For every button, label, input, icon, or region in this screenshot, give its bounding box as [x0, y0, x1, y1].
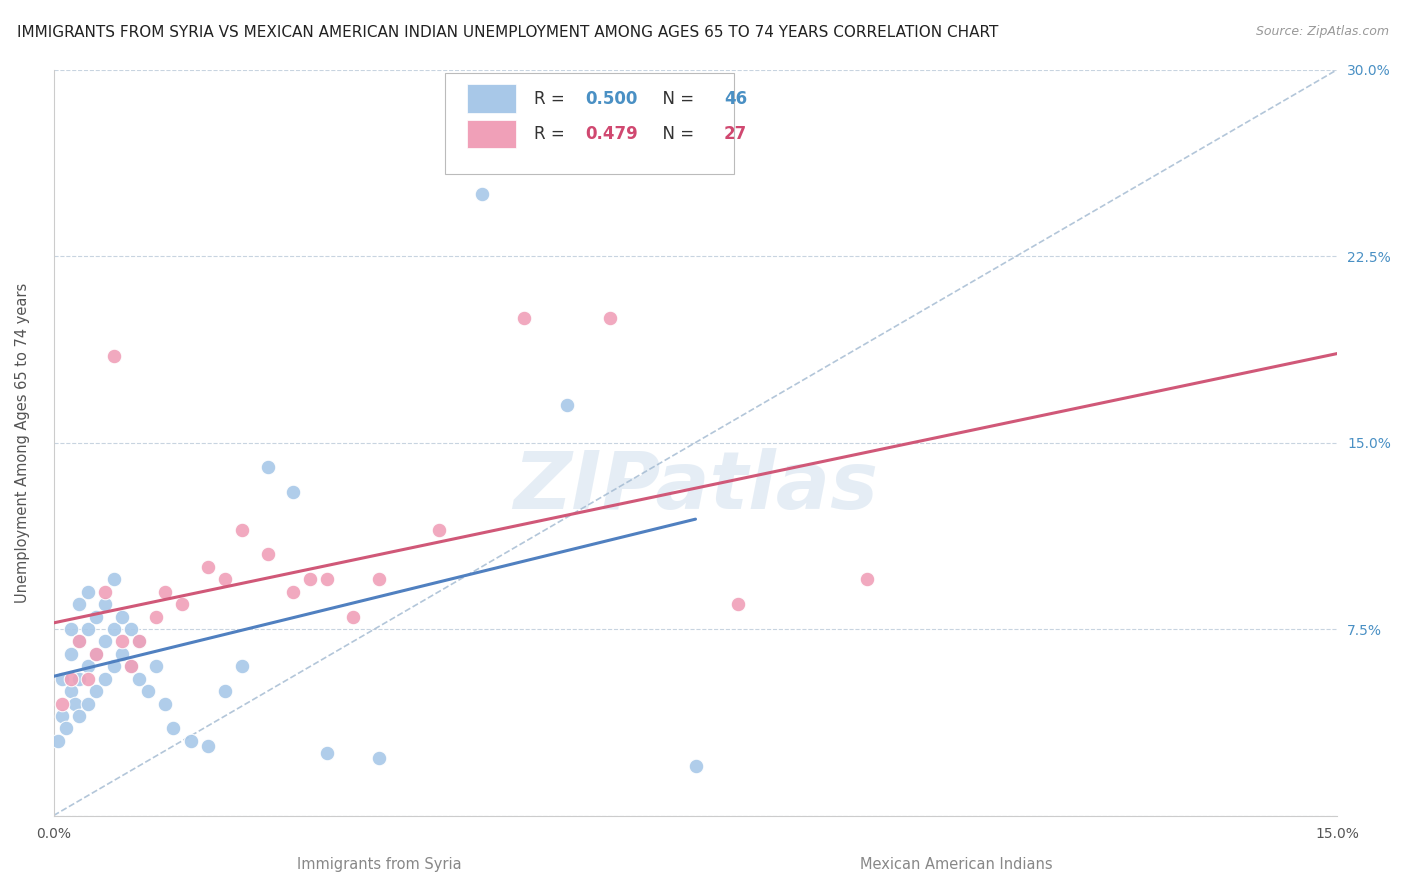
Text: Source: ZipAtlas.com: Source: ZipAtlas.com [1256, 25, 1389, 38]
Text: ZIPatlas: ZIPatlas [513, 449, 877, 526]
Point [128, 634, 150, 648]
Point [103, 622, 125, 636]
Point [685, 759, 707, 773]
Text: 0.479: 0.479 [585, 125, 638, 143]
Point [316, 572, 339, 586]
Point [76, 697, 98, 711]
Point [86, 684, 108, 698]
Text: 0.500: 0.500 [585, 90, 637, 108]
Point [59, 684, 82, 698]
Point [67, 597, 90, 611]
Point [67, 672, 90, 686]
Point [103, 572, 125, 586]
Point [153, 697, 176, 711]
Point [316, 747, 339, 761]
Point [427, 523, 450, 537]
Point [59, 622, 82, 636]
Point [145, 659, 167, 673]
Point [111, 609, 134, 624]
Text: R =: R = [534, 90, 569, 108]
Point [111, 647, 134, 661]
Text: N =: N = [652, 125, 699, 143]
Text: 27: 27 [724, 125, 747, 143]
Point [136, 684, 159, 698]
Text: 46: 46 [724, 90, 747, 108]
Point [120, 659, 142, 673]
Point [727, 597, 749, 611]
Point [86, 609, 108, 624]
Point [67, 634, 90, 648]
Point [128, 634, 150, 648]
Point [76, 622, 98, 636]
Point [67, 709, 90, 723]
FancyBboxPatch shape [467, 85, 516, 112]
FancyBboxPatch shape [446, 73, 734, 174]
Text: N =: N = [652, 90, 699, 108]
Point [94, 597, 117, 611]
Point [51, 697, 73, 711]
Point [256, 548, 278, 562]
Point [231, 523, 253, 537]
Point [513, 311, 536, 326]
Point [51, 709, 73, 723]
Point [197, 739, 219, 753]
Point [214, 572, 236, 586]
Point [470, 186, 492, 201]
Point [94, 584, 117, 599]
Text: Mexican American Indians: Mexican American Indians [859, 857, 1053, 872]
Point [55, 722, 77, 736]
Text: IMMIGRANTS FROM SYRIA VS MEXICAN AMERICAN INDIAN UNEMPLOYMENT AMONG AGES 65 TO 7: IMMIGRANTS FROM SYRIA VS MEXICAN AMERICA… [17, 25, 998, 40]
Point [94, 672, 117, 686]
Point [63, 697, 86, 711]
Point [46, 734, 69, 748]
Point [59, 672, 82, 686]
Point [120, 659, 142, 673]
Point [103, 659, 125, 673]
Point [599, 311, 621, 326]
Point [555, 398, 578, 412]
Point [367, 751, 389, 765]
Text: R =: R = [534, 125, 569, 143]
Point [51, 672, 73, 686]
Point [283, 584, 305, 599]
Point [145, 609, 167, 624]
Point [111, 634, 134, 648]
Point [180, 734, 202, 748]
Point [86, 647, 108, 661]
Point [94, 634, 117, 648]
Point [153, 584, 176, 599]
Point [162, 722, 184, 736]
FancyBboxPatch shape [467, 120, 516, 148]
Point [214, 684, 236, 698]
Point [197, 559, 219, 574]
Point [76, 584, 98, 599]
Point [128, 672, 150, 686]
Point [76, 659, 98, 673]
Point [231, 659, 253, 673]
Point [855, 572, 877, 586]
Point [67, 634, 90, 648]
Point [170, 597, 193, 611]
Point [59, 647, 82, 661]
Point [299, 572, 322, 586]
Y-axis label: Unemployment Among Ages 65 to 74 years: Unemployment Among Ages 65 to 74 years [15, 283, 30, 603]
Text: Immigrants from Syria: Immigrants from Syria [297, 857, 463, 872]
Point [103, 349, 125, 363]
Point [342, 609, 364, 624]
Point [76, 672, 98, 686]
Point [367, 572, 389, 586]
Point [86, 647, 108, 661]
Point [283, 485, 305, 500]
Point [256, 460, 278, 475]
Point [120, 622, 142, 636]
